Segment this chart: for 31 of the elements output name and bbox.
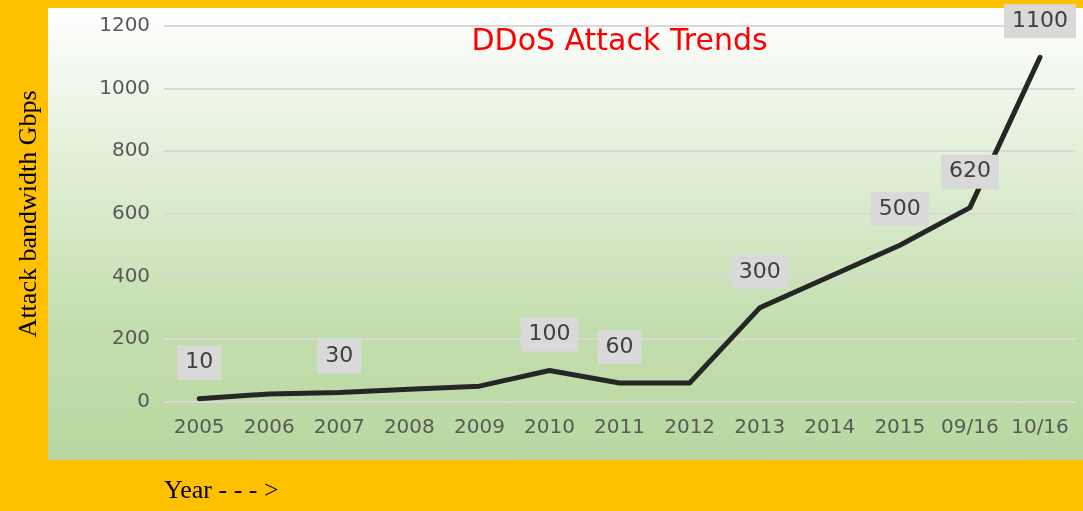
y-tick-label: 400	[111, 262, 151, 287]
data-label: 30	[325, 342, 354, 368]
x-tick-label: 2015	[874, 414, 926, 438]
x-tick-label: 2014	[804, 414, 856, 438]
y-tick-label: 0	[137, 388, 151, 412]
x-tick-label: 2005	[173, 414, 225, 438]
x-tick-label: 2007	[313, 414, 365, 438]
data-label: 60	[605, 332, 634, 358]
data-label: 10	[185, 348, 214, 374]
data-label: 620	[948, 157, 991, 183]
y-axis-title: Attack bandwidth Gbps	[13, 90, 43, 338]
x-tick-label: 10/16	[1011, 414, 1069, 438]
x-tick-label: 09/16	[941, 414, 999, 438]
x-tick-label: 2010	[524, 414, 575, 438]
x-axis-title: Year - - - >	[164, 475, 279, 505]
data-label: 300	[738, 257, 781, 283]
data-label: 1100	[1011, 7, 1068, 33]
y-tick-label: 1000	[99, 74, 151, 99]
x-tick-label: 2012	[664, 414, 716, 438]
x-tick-label: 2009	[453, 414, 505, 438]
data-label: 100	[528, 320, 571, 346]
x-tick-label: 2006	[243, 414, 295, 438]
chart-title: DDoS Attack Trends	[471, 21, 768, 57]
x-tick-label: 2008	[383, 414, 435, 438]
x-tick-label: 2013	[734, 414, 786, 438]
y-tick-label: 800	[111, 137, 151, 162]
y-tick-label: 200	[111, 325, 151, 350]
y-tick-label: 600	[111, 200, 151, 225]
data-label: 500	[878, 194, 921, 220]
y-tick-label: 1200	[99, 12, 151, 37]
x-tick-label: 2011	[594, 414, 646, 438]
